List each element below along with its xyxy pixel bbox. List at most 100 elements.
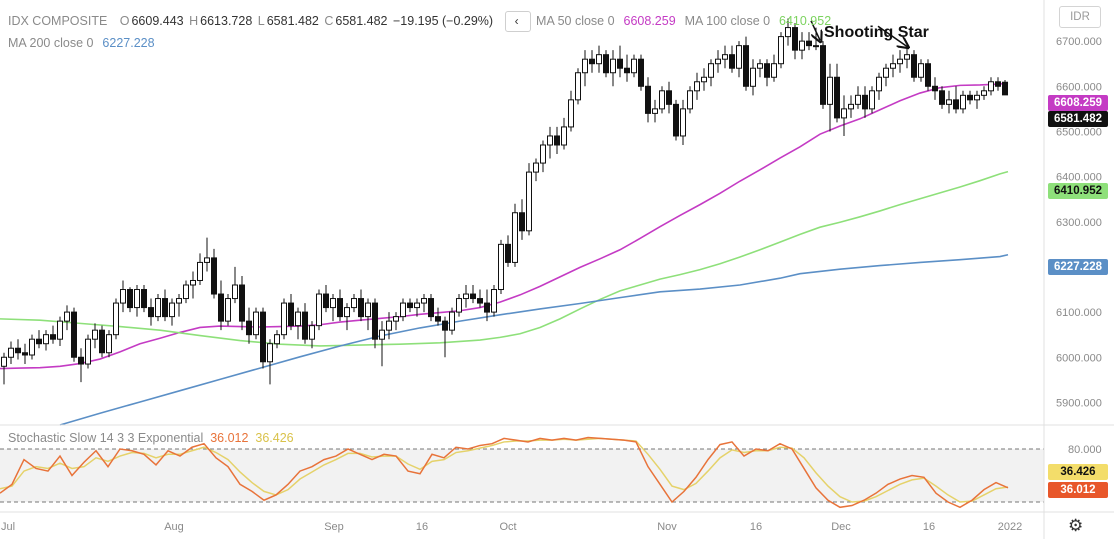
candle: [64, 305, 70, 331]
candle-body: [589, 58, 595, 65]
change-value: −19.195 (−0.29%): [393, 13, 494, 28]
candle: [239, 275, 245, 331]
candle: [302, 303, 308, 344]
candle: [456, 294, 462, 317]
candle-body: [344, 307, 350, 318]
candle-body: [540, 144, 546, 164]
candle-body: [1002, 81, 1008, 96]
candle-body: [64, 311, 70, 322]
candle: [568, 90, 574, 132]
annotation-arrow: [877, 25, 907, 46]
candle-body: [281, 302, 287, 336]
candle: [785, 18, 791, 46]
candle-body: [155, 298, 161, 318]
candle: [316, 289, 322, 331]
collapse-legend-button[interactable]: ‹: [504, 11, 531, 32]
candle: [211, 248, 217, 299]
candle: [939, 86, 945, 109]
candle: [806, 32, 812, 51]
candle: [701, 68, 707, 91]
candlesticks: [1, 18, 1008, 385]
candle: [57, 316, 63, 346]
candle-body: [974, 94, 980, 101]
candle: [694, 72, 700, 100]
candle: [876, 72, 882, 100]
candle-body: [99, 329, 105, 354]
candle-body: [960, 94, 966, 110]
candle: [554, 126, 560, 155]
gear-icon[interactable]: ⚙: [1068, 516, 1084, 535]
candle-body: [421, 298, 427, 304]
candle-body: [806, 40, 812, 47]
candle-body: [526, 171, 532, 232]
candle-body: [659, 90, 665, 110]
candle-body: [715, 58, 721, 65]
candle: [463, 285, 469, 308]
symbol-name: IDX COMPOSITE: [8, 13, 108, 28]
candle-body: [701, 76, 707, 83]
candle: [897, 50, 903, 73]
close-value: 6581.482: [335, 13, 388, 28]
candle-body: [85, 338, 91, 365]
candle-body: [708, 63, 714, 78]
time-tick-label: Dec: [831, 521, 851, 533]
candle: [841, 95, 847, 136]
candle: [750, 59, 756, 96]
candle-body: [302, 311, 308, 340]
time-tick-label: 16: [416, 521, 428, 533]
currency-selector[interactable]: IDR: [1059, 6, 1101, 28]
candle-body: [225, 298, 231, 322]
candle: [176, 294, 182, 317]
candle-body: [36, 338, 42, 345]
candle-body: [204, 257, 210, 263]
candle-body: [533, 162, 539, 173]
candle-body: [176, 298, 182, 304]
candle-body: [680, 108, 686, 137]
candle: [477, 289, 483, 308]
candle: [771, 54, 777, 82]
candle-body: [162, 298, 168, 318]
candle: [687, 86, 693, 114]
candle: [344, 303, 350, 331]
candle: [78, 348, 84, 383]
ma200-price-badge: 6227.228: [1048, 259, 1108, 275]
candle: [71, 307, 77, 362]
candle: [778, 32, 784, 69]
candle-body: [582, 58, 588, 74]
candle: [491, 285, 497, 317]
candle: [995, 77, 1001, 91]
candle-body: [442, 320, 448, 331]
candle: [505, 235, 511, 267]
candle-body: [78, 356, 84, 365]
time-tick-label: 16: [923, 521, 935, 533]
candle: [43, 330, 49, 351]
candle-body: [813, 45, 819, 48]
candle-body: [785, 27, 791, 38]
candle: [148, 298, 154, 326]
candle-body: [932, 85, 938, 92]
candle: [169, 298, 175, 326]
low-value: 6581.482: [266, 13, 319, 28]
candle-body: [386, 320, 392, 331]
time-tick-label: 2022: [998, 521, 1022, 533]
price-tick-label: 6100.000: [1056, 307, 1102, 319]
candle-body: [470, 293, 476, 300]
candle: [498, 239, 504, 295]
ma50-value: 6608.259: [623, 13, 676, 28]
candle-body: [197, 261, 203, 281]
candle: [519, 199, 525, 240]
candle: [666, 81, 672, 114]
ma200-legend: MA 200 close 0 6227.228: [8, 36, 157, 50]
candle: [190, 271, 196, 299]
candle-body: [211, 257, 217, 295]
candle: [792, 23, 798, 60]
candle-body: [855, 94, 861, 105]
candle: [575, 68, 581, 105]
candle: [589, 50, 595, 73]
candle-body: [190, 279, 196, 286]
stoch-k-line: [0, 436, 1009, 509]
candle-body: [309, 325, 315, 340]
candle-body: [456, 298, 462, 313]
candle-body: [568, 99, 574, 128]
